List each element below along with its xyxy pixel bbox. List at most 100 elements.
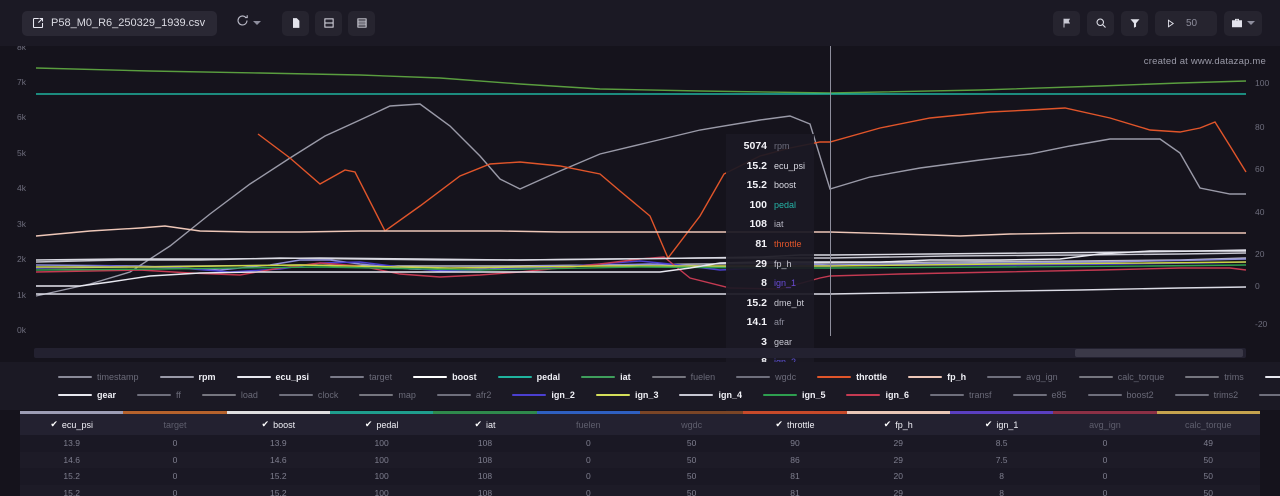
table-row[interactable]: 15.2 0 15.2 100 108 0 50 81 29 8 0 50 — [20, 484, 1260, 496]
table-header-label: ign_1 — [996, 419, 1019, 430]
legend-item-rpm[interactable]: rpm — [159, 372, 216, 382]
legend-item-label: timestamp — [97, 372, 139, 382]
legend-item-transf[interactable]: transf — [930, 390, 992, 400]
tooltip-value: 108 — [749, 218, 767, 231]
table-cell: 0 — [1102, 487, 1108, 496]
flag-button[interactable] — [1053, 10, 1080, 36]
table-header-ecu_psi[interactable]: ✔ ecu_psi — [20, 419, 123, 430]
legend-item-fp_h[interactable]: fp_h — [908, 372, 966, 382]
table-cell: 7.5 — [995, 454, 1008, 465]
page-view-button[interactable] — [282, 10, 310, 36]
play-speed-button[interactable]: 50 — [1155, 10, 1217, 36]
svg-text:60: 60 — [1255, 164, 1265, 174]
legend-item-iat[interactable]: iat — [581, 372, 631, 382]
legend-color-swatch — [846, 394, 881, 396]
table-cell: 8.5 — [995, 438, 1008, 449]
legend-item-label: ign_4 — [718, 390, 742, 400]
table-cell: 13.9 — [63, 438, 80, 449]
table-header-ign_1[interactable]: ✔ ign_1 — [950, 419, 1053, 430]
scrollbar-thumb[interactable] — [1075, 349, 1243, 357]
legend-item-clock[interactable]: clock — [278, 390, 338, 400]
table-cell: 100 — [374, 471, 389, 482]
legend-item-label: fuelen — [690, 372, 716, 382]
play-speed-value: 50 — [1186, 17, 1198, 29]
table-header-throttle[interactable]: ✔ throttle — [743, 419, 846, 430]
legend-color-swatch — [512, 394, 547, 396]
search-zoom-button[interactable] — [1087, 10, 1114, 36]
legend-item-ign_6[interactable]: ign_6 — [846, 390, 909, 400]
legend-item-load[interactable]: load — [201, 390, 258, 400]
legend-item-label: ign_5 — [801, 390, 826, 400]
table-cell: 90 — [790, 438, 800, 449]
check-icon: ✔ — [883, 419, 892, 429]
table-row[interactable]: 13.9 0 13.9 100 108 0 50 90 29 8.5 0 49 — [20, 435, 1260, 452]
table-header-boost[interactable]: ✔ boost — [227, 419, 330, 430]
legend-item-map[interactable]: map — [359, 390, 416, 400]
legend-item-avg_ign[interactable]: avg_ign — [987, 372, 1058, 382]
open-file-icon — [32, 17, 44, 29]
table-header-target[interactable]: target — [123, 420, 226, 430]
chart-area[interactable]: 8k 7k 6k 5k 4k 3k 2k 1k 0k 100 80 60 40 … — [0, 46, 1280, 452]
table-row[interactable]: 15.2 0 15.2 100 108 0 50 81 20 8 0 50 — [20, 468, 1260, 485]
list-view-button[interactable] — [348, 10, 376, 36]
table-header-label: throttle — [786, 419, 815, 430]
legend-item-fuelen[interactable]: fuelen — [651, 372, 716, 382]
tooltip-series-label: gear — [774, 336, 793, 347]
legend-item-gear[interactable]: gear — [58, 390, 116, 400]
table-cell: 50 — [1203, 454, 1213, 465]
legend-item-label: rpm — [198, 372, 216, 382]
table-cell: 100 — [374, 454, 389, 465]
open-file-chip[interactable]: P58_M0_R6_250329_1939.csv — [22, 10, 218, 36]
table-cell: 8 — [999, 487, 1004, 496]
chart-cursor-line[interactable] — [830, 46, 831, 336]
table-cell: 29 — [893, 487, 904, 496]
briefcase-menu-button[interactable] — [1224, 10, 1262, 36]
watermark-label: created at www.datazap.me — [1143, 56, 1266, 67]
legend-item-boost2[interactable]: boost2 — [1087, 390, 1154, 400]
filter-button[interactable] — [1121, 10, 1148, 36]
legend-item-timestamp[interactable]: timestamp — [58, 372, 139, 382]
legend-item-target[interactable]: target — [330, 372, 392, 382]
legend-item-calc_torque[interactable]: calc_torque — [1078, 372, 1164, 382]
legend-item-throttle[interactable]: throttle — [817, 372, 887, 382]
legend-item-boost[interactable]: boost — [413, 372, 477, 382]
legend-item-wgdc[interactable]: wgdc — [736, 372, 796, 382]
refresh-dropdown[interactable] — [229, 11, 268, 36]
svg-text:100: 100 — [1255, 78, 1269, 88]
legend-item-ign_4[interactable]: ign_4 — [679, 390, 742, 400]
legend-item-e85[interactable]: e85 — [1012, 390, 1067, 400]
column-color-bar — [123, 411, 227, 414]
tooltip-row: 81 throttle — [730, 238, 806, 258]
legend-item-mph[interactable]: mph — [1259, 390, 1280, 400]
table-cell: 29 — [893, 438, 904, 449]
data-table[interactable]: ✔ ecu_psi target ✔ boost ✔ pedal ✔ iat fuelen wgdc… — [20, 411, 1260, 496]
column-color-bar — [949, 411, 1054, 414]
check-icon: ✔ — [984, 419, 993, 429]
table-header-calc_torque[interactable]: calc_torque — [1157, 420, 1260, 430]
legend-item-ign_3[interactable]: ign_3 — [595, 390, 658, 400]
column-color-bar — [226, 411, 330, 414]
legend-item-ff[interactable]: ff — [137, 390, 181, 400]
table-header-fuelen[interactable]: fuelen — [537, 420, 640, 430]
table-row[interactable]: 14.6 0 14.6 100 108 0 50 86 29 7.5 0 50 — [20, 451, 1260, 468]
tooltip-series-label: pedal — [774, 199, 797, 210]
legend-color-swatch — [58, 376, 92, 378]
legend-item-label: map — [398, 390, 416, 400]
legend-item-dme_bt[interactable]: dme_bt — [1264, 372, 1280, 382]
legend-item-pedal[interactable]: pedal — [497, 372, 560, 382]
legend-item-ign_2[interactable]: ign_2 — [512, 390, 575, 400]
split-view-button[interactable] — [315, 10, 343, 36]
table-header-iat[interactable]: ✔ iat — [433, 419, 536, 430]
chart-horizontal-scrollbar[interactable] — [34, 348, 1246, 358]
legend-item-trims2[interactable]: trims2 — [1174, 390, 1238, 400]
legend-item-ign_5[interactable]: ign_5 — [762, 390, 826, 400]
table-cell: 14.6 — [63, 454, 80, 465]
legend-color-swatch — [581, 376, 616, 378]
legend-item-ecu_psi[interactable]: ecu_psi — [236, 372, 309, 382]
legend-item-trims[interactable]: trims — [1185, 372, 1244, 382]
legend-item-afr2[interactable]: afr2 — [436, 390, 491, 400]
table-header-wgdc[interactable]: wgdc — [640, 420, 743, 430]
table-header-fp_h[interactable]: ✔ fp_h — [847, 419, 950, 430]
table-header-avg_ign[interactable]: avg_ign — [1053, 420, 1156, 430]
table-header-pedal[interactable]: ✔ pedal — [330, 419, 433, 430]
